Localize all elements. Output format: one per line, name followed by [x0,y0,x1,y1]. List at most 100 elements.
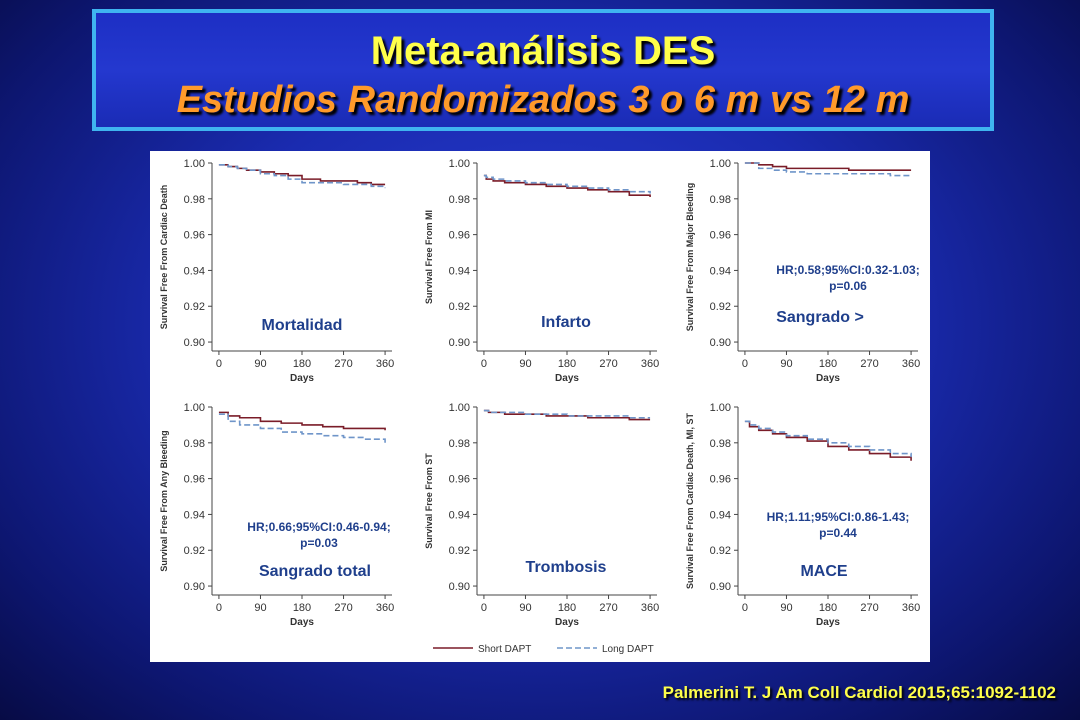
panel-3-hr-annotation: p=0.06 [829,279,867,293]
panel-2-ytick-label: 1.00 [449,158,470,170]
panel-3-ytick-label: 0.96 [710,230,731,242]
citation: Palmerini T. J Am Coll Cardiol 2015;65:1… [662,683,1056,702]
panel-4-ytick-label: 1.00 [184,402,205,414]
panel-4-ytick-label: 0.98 [184,438,205,450]
panel-4-ylabel: Survival Free From Any Bleeding [159,430,169,571]
panel-2-xtick-label: 360 [641,358,659,370]
panel-4-xtick-label: 180 [293,602,311,614]
panel-3-xtick-label: 90 [780,358,792,370]
panel-4-xtick-label: 90 [254,602,266,614]
panel-2-ytick-label: 0.90 [449,337,470,349]
panel-3-xlabel: Days [816,373,840,384]
panel-2-xtick-label: 270 [599,358,617,370]
slide-subtitle: Estudios Randomizados 3 o 6 m vs 12 m [176,79,910,121]
panel-3-series-long-dapt [744,162,912,177]
panel-5-ylabel: Survival Free From ST [424,453,434,549]
panel-2-ylabel: Survival Free From MI [424,210,434,304]
panel-4-ytick-label: 0.92 [184,545,205,557]
km-figure: 0.90 0.92 0.94 0.96 0.98 1.00 0 90 180 270 360 Days… [150,151,930,662]
panel-5-xtick-label: 270 [599,602,617,614]
panel-6-panel-label: MACE [800,563,847,580]
panel-4-series-long-dapt [218,413,386,443]
panel-1-ytick-label: 0.92 [184,301,205,313]
panel-1-ytick-label: 1.00 [184,158,205,170]
panel-5-xtick-label: 0 [481,602,487,614]
panel-6-xtick-label: 270 [860,602,878,614]
panel-6-xtick-label: 90 [780,602,792,614]
panel-6-ytick-label: 0.98 [710,438,731,450]
panel-6-ylabel: Survival Free From Cardiac Death, MI, ST [685,412,695,589]
panel-6-hr-annotation: HR;1.11;95%CI:0.86-1.43; [767,510,910,524]
panel-2-ytick-label: 0.94 [449,265,470,277]
panel-2-xtick-label: 90 [519,358,531,370]
panel-6-xlabel: Days [816,617,840,628]
panel-2-series-long-dapt [483,174,651,194]
panel-4-series-short-dapt [218,411,386,431]
panel-6-ytick-label: 0.92 [710,545,731,557]
panel-5-ytick-label: 0.90 [449,581,470,593]
panel-6-hr-annotation: p=0.44 [819,526,857,540]
panel-3-xtick-label: 0 [742,358,748,370]
panel-3-ytick-label: 0.92 [710,301,731,313]
panel-1-xlabel: Days [290,373,314,384]
panel-4-ytick-label: 0.90 [184,581,205,593]
panel-2-ytick-label: 0.98 [449,194,470,206]
panel-3-xtick-label: 180 [819,358,837,370]
panel-1-ytick-label: 0.98 [184,194,205,206]
panel-5-series-short-dapt [483,409,651,421]
panel-1-series-long-dapt [218,163,386,189]
panel-4-hr-annotation: p=0.03 [300,536,338,550]
panel-5-ytick-label: 0.98 [449,438,470,450]
panel-2-xtick-label: 0 [481,358,487,370]
panel-2-ytick-label: 0.96 [449,230,470,242]
panel-4-hr-annotation: HR;0.66;95%CI:0.46-0.94; [247,520,390,534]
panel-3-ytick-label: 0.90 [710,337,731,349]
panel-1-xtick-label: 180 [293,358,311,370]
panel-3-xtick-label: 360 [902,358,920,370]
panel-4-xtick-label: 0 [216,602,222,614]
panel-1-xtick-label: 270 [334,358,352,370]
panel-5-ytick-label: 0.92 [449,545,470,557]
panel-2-xtick-label: 180 [558,358,576,370]
panel-5-xtick-label: 180 [558,602,576,614]
panel-3-series-short-dapt [744,162,912,171]
km-panels-svg: 0.90 0.92 0.94 0.96 0.98 1.00 0 90 180 270 360 Days… [159,158,920,655]
panel-5-xtick-label: 360 [641,602,659,614]
panel-3-ytick-label: 0.98 [710,194,731,206]
panel-6-ytick-label: 0.94 [710,509,731,521]
panel-1-ytick-label: 0.94 [184,265,205,277]
panel-3-xtick-label: 270 [860,358,878,370]
panel-3-ylabel: Survival Free From Major Bleeding [685,183,695,332]
legend-long-dapt-label: Long DAPT [602,644,654,655]
panel-5-ytick-label: 0.96 [449,474,470,486]
panel-6-ytick-label: 0.90 [710,581,731,593]
panel-3-panel-label: Sangrado > [776,309,864,326]
panel-1-ytick-label: 0.90 [184,337,205,349]
panel-4-xlabel: Days [290,617,314,628]
panel-5-ytick-label: 0.94 [449,509,470,521]
panel-2-panel-label: Infarto [541,314,591,331]
panel-5-series-long-dapt [483,409,651,419]
panel-3-ytick-label: 0.94 [710,265,731,277]
panel-5-ytick-label: 1.00 [449,402,470,414]
panel-4-ytick-label: 0.96 [184,474,205,486]
panel-1-panel-label: Mortalidad [262,317,343,334]
slide-title: Meta-análisis DES [370,29,716,73]
panel-5-xtick-label: 90 [519,602,531,614]
panel-6-xtick-label: 360 [902,602,920,614]
panel-3-hr-annotation: HR;0.58;95%CI:0.32-1.03; [776,263,919,277]
panel-4-ytick-label: 0.94 [184,509,205,521]
panel-6-ytick-label: 0.96 [710,474,731,486]
legend-short-dapt-label: Short DAPT [478,644,531,655]
panel-1-ylabel: Survival Free From Cardiac Death [159,185,169,330]
panel-2-ytick-label: 0.92 [449,301,470,313]
panel-3-ytick-label: 1.00 [710,158,731,170]
panel-4-panel-label: Sangrado total [259,563,371,580]
panel-1-xtick-label: 0 [216,358,222,370]
panel-4-xtick-label: 360 [376,602,394,614]
panel-2-xlabel: Days [555,373,579,384]
panel-1-xtick-label: 90 [254,358,266,370]
title-box: Meta-análisis DES Estudios Randomizados … [92,9,994,131]
panel-6-xtick-label: 180 [819,602,837,614]
panel-4-xtick-label: 270 [334,602,352,614]
